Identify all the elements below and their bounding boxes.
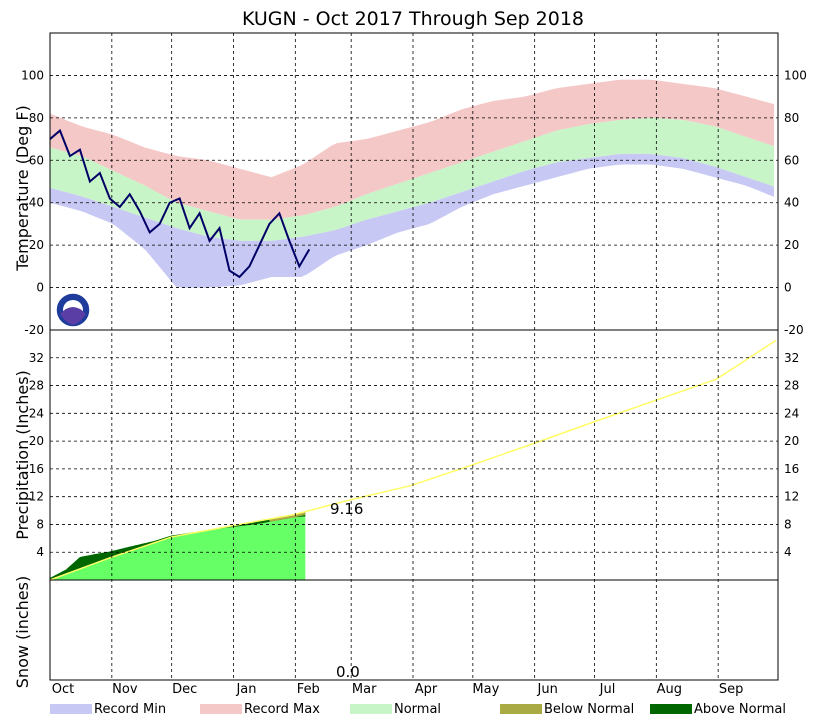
precip-tick-right: 20: [784, 434, 799, 448]
temp-tick-left: 80: [29, 111, 44, 125]
temp-tick-right: 0: [784, 281, 792, 295]
temp-tick-left: 0: [36, 281, 44, 295]
record-min-band: [50, 153, 775, 288]
temp-tick-right: -20: [784, 323, 804, 337]
precip-tick-left: 20: [29, 434, 44, 448]
precip-tick-right: 8: [784, 517, 792, 531]
legend-label: Normal: [394, 702, 441, 717]
observed-temp-line: [49, 128, 311, 279]
below-normal-line: [269, 511, 306, 522]
normal-band: [50, 118, 775, 241]
snow-axis-label: Snow (inches): [13, 576, 32, 688]
precip-tick-left: 4: [36, 545, 44, 559]
precip-tick-right: 24: [784, 406, 799, 420]
precip-tick-left: 24: [29, 406, 44, 420]
legend-swatch: [650, 704, 692, 714]
precipitation-panel: [49, 339, 777, 581]
temp-tick-right: 40: [784, 196, 799, 210]
legend-swatch: [350, 704, 392, 714]
legend: Record Min Record Max Normal Below Normal Ab…: [50, 702, 786, 717]
temp-tick-right: 80: [784, 111, 799, 125]
precip-tick-right: 32: [784, 351, 799, 365]
month-label: Sep: [719, 682, 744, 697]
month-label: Oct: [52, 682, 74, 697]
precip-tick-left: 8: [36, 517, 44, 531]
month-label: May: [472, 682, 499, 697]
legend-swatch: [500, 704, 542, 714]
record-max-band: [50, 79, 775, 220]
grid-lines: [50, 33, 778, 680]
month-label: Jul: [599, 682, 616, 697]
temp-tick-right: 100: [784, 68, 807, 82]
precip-tick-right: 16: [784, 462, 799, 476]
precip-tick-left: 28: [29, 379, 44, 393]
month-labels: Oct Nov Dec Jan Feb Mar Apr May Jun Jul Aug Sep: [52, 682, 744, 697]
temp-tick-right: 20: [784, 238, 799, 252]
precip-tick-left: 32: [29, 351, 44, 365]
legend-label: Above Normal: [694, 702, 786, 717]
chart-title: KUGN - Oct 2017 Through Sep 2018: [242, 8, 584, 30]
axis-ticks: -20 -20 0 0 20 20 40 40 60 60 80 80 100 100 4 4 8 8 12 12 16…: [21, 68, 807, 559]
month-label: Feb: [297, 682, 320, 697]
temp-tick-left: 100: [21, 68, 44, 82]
month-label: Mar: [352, 682, 377, 697]
temperature-panel: [50, 79, 775, 288]
precip-tick-right: 4: [784, 545, 792, 559]
temp-tick-left: 40: [29, 196, 44, 210]
observed-precip-area: [50, 516, 306, 580]
legend-label: Below Normal: [544, 702, 634, 717]
snow-total-label: 0.0: [336, 663, 360, 681]
legend-label: Record Min: [94, 702, 166, 717]
month-label: Aug: [657, 682, 682, 697]
precip-tick-right: 12: [784, 490, 799, 504]
panel-frames: [49, 32, 779, 681]
legend-swatch: [50, 704, 92, 714]
temperature-axis-label: Temperature (Deg F): [13, 105, 32, 272]
month-label: Nov: [112, 682, 138, 697]
legend-label: Record Max: [244, 702, 320, 717]
temp-tick-left: 60: [29, 153, 44, 167]
normal-precip-line: [49, 339, 777, 581]
month-label: Jan: [235, 682, 256, 697]
precip-tick-left: 16: [29, 462, 44, 476]
legend-swatch: [200, 704, 242, 714]
precip-total-label: 9.16: [330, 500, 363, 518]
precip-tick-right: 28: [784, 379, 799, 393]
temp-tick-left: 20: [29, 238, 44, 252]
noaa-logo: [55, 292, 91, 328]
month-label: Jun: [537, 682, 558, 697]
observed-series: [49, 128, 311, 279]
temp-tick-left: -20: [24, 323, 44, 337]
temp-tick-right: 60: [784, 153, 799, 167]
precipitation-axis-label: Precipitation (Inches): [13, 370, 32, 540]
precip-tick-left: 12: [29, 490, 44, 504]
month-label: Apr: [415, 682, 438, 697]
plot-frame: [49, 32, 779, 681]
month-label: Dec: [172, 682, 197, 697]
